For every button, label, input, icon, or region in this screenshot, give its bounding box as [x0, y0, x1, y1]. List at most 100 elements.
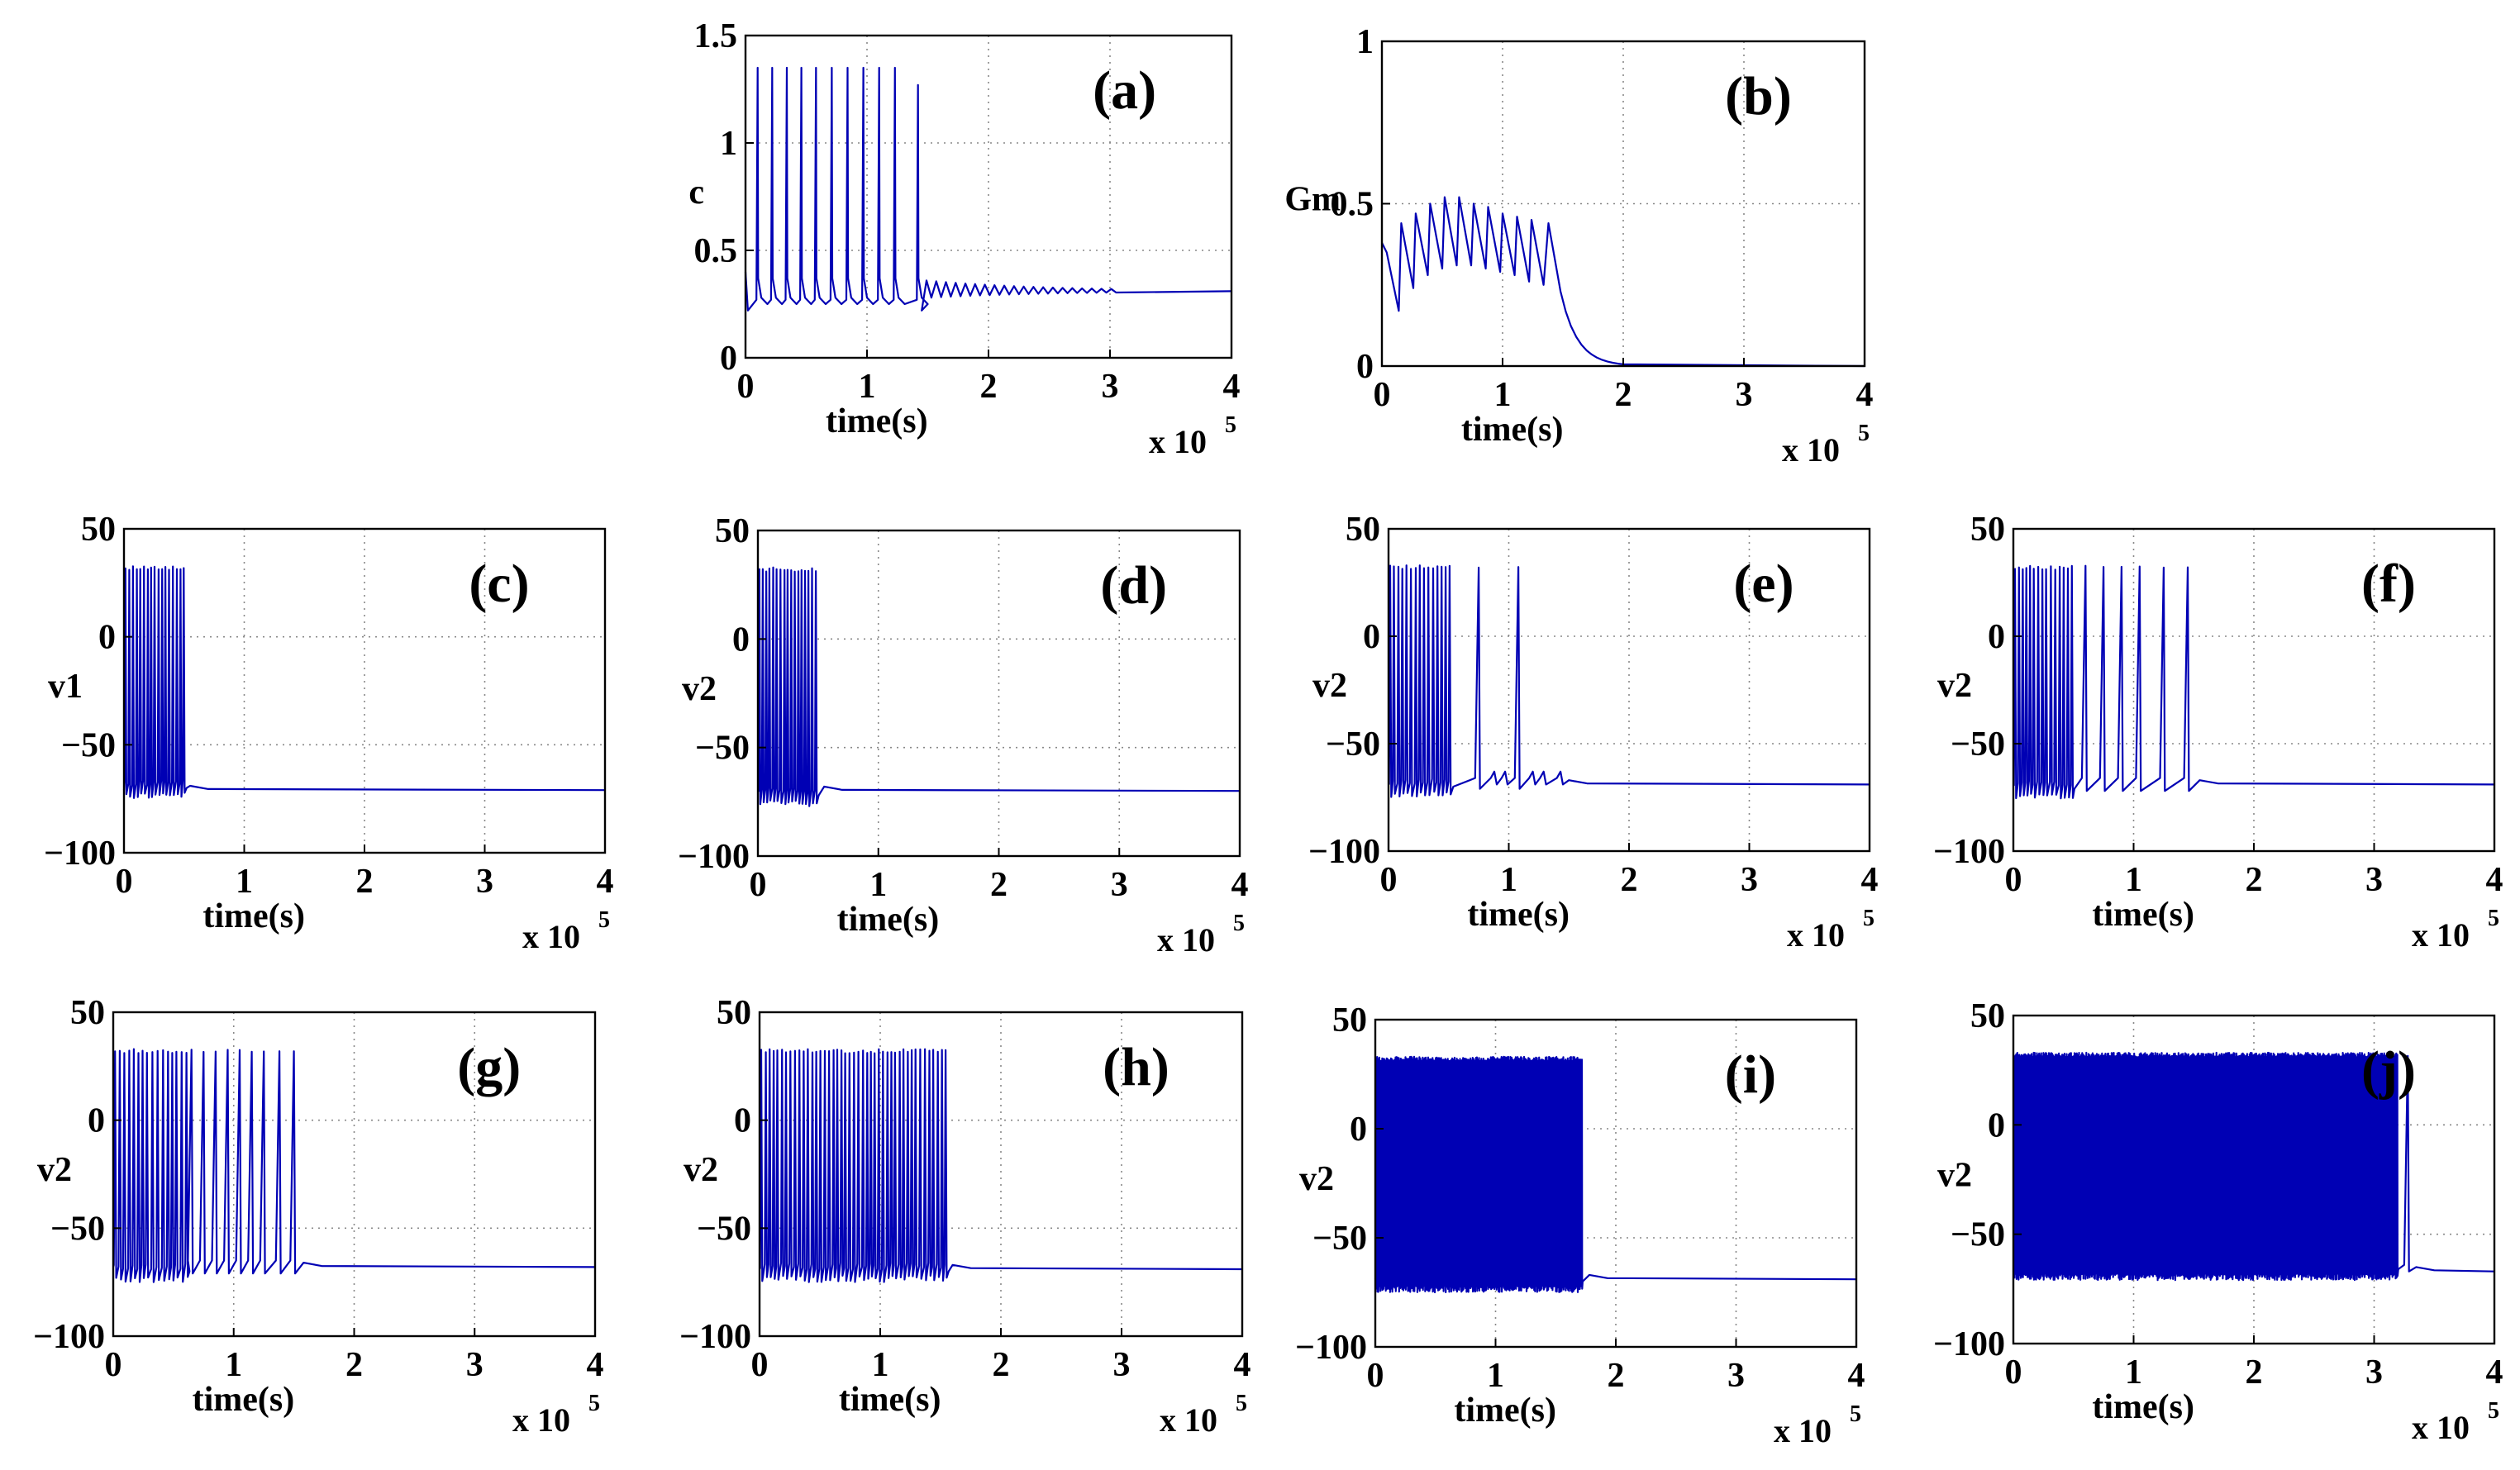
x-axis-label: time(s): [193, 1381, 295, 1419]
x-axis-label: time(s): [837, 901, 940, 939]
x-tick-label: 1: [2125, 861, 2142, 899]
y-tick-label: 1.5: [694, 17, 738, 55]
x-axis-multiplier: x 10: [1774, 1412, 1832, 1449]
x-tick-label: 3: [1113, 1346, 1131, 1384]
x-tick-label: 1: [236, 863, 253, 901]
x-axis-multiplier: x 10: [522, 918, 580, 955]
y-tick-label: 50: [70, 994, 105, 1032]
y-tick-label: 50: [717, 994, 751, 1032]
plot-frame: [744, 34, 1233, 359]
x-tick-label: 3: [1741, 861, 1758, 899]
x-axis-label: time(s): [202, 897, 305, 935]
x-tick-label: 3: [1102, 368, 1119, 406]
y-tick-label: −50: [50, 1210, 105, 1248]
chart-panel-d: 0 1 2 3 4 −100 −50 0 50 time(s) v2 x 10 5 (d): [678, 512, 1248, 959]
panel-label: (c): [469, 554, 529, 614]
chart-panel-a: 0 1 2 3 4 0 0.5 1 1.5 time(s) c x 10 5 (a): [688, 17, 1240, 460]
series-line-h: [759, 1048, 1243, 1283]
y-tick-label: −100: [33, 1318, 105, 1356]
y-tick-label: 0: [1988, 618, 2005, 656]
x-tick-label: 0: [2005, 1353, 2022, 1392]
x-axis-multiplier: x 10: [1149, 423, 1207, 460]
x-tick-label: 4: [587, 1346, 604, 1384]
panel-label: (g): [457, 1037, 521, 1097]
y-tick-label: −100: [1295, 1329, 1367, 1367]
panel-label: (f): [2361, 554, 2416, 614]
x-tick-label: 3: [476, 863, 493, 901]
x-tick-label: 2: [356, 863, 374, 901]
x-tick-label: 4: [2486, 861, 2503, 899]
y-tick-label: 50: [81, 511, 116, 549]
plot-frame: [756, 529, 1241, 858]
x-axis-multiplier: x 10: [512, 1401, 570, 1439]
y-tick-label: −100: [44, 835, 116, 873]
series-line-e: [1388, 564, 1870, 798]
y-tick-label: −100: [1933, 833, 2005, 871]
chart-panel-e: 0 1 2 3 4 −100 −50 0 50 time(s) v2 x 10 5 (e): [1308, 511, 1878, 954]
x-axis-exponent: 5: [2488, 906, 2499, 931]
x-axis-exponent: 5: [1850, 1401, 1861, 1427]
x-tick-label: 4: [1848, 1357, 1865, 1395]
x-tick-label: 3: [2365, 861, 2383, 899]
x-tick-label: 1: [225, 1346, 242, 1384]
series-line-g: [112, 1048, 596, 1283]
panel-label: (e): [1733, 554, 1794, 614]
series-line-d: [757, 566, 1241, 807]
chart-panel-j: 0 1 2 3 4 −100 −50 0 50 time(s) v2 x 10 5 (j): [1933, 997, 2503, 1446]
panel-label: (a): [1093, 60, 1156, 121]
x-tick-label: 0: [105, 1346, 122, 1384]
y-axis-label: v2: [1312, 667, 1347, 705]
x-tick-label: 3: [2365, 1353, 2383, 1392]
x-axis-multiplier: x 10: [2412, 1409, 2470, 1446]
y-tick-label: 0: [720, 340, 737, 378]
x-tick-label: 2: [345, 1346, 363, 1384]
x-axis-exponent: 5: [1858, 421, 1870, 446]
series-line-a: [744, 66, 1232, 312]
chart-panel-c: 0 1 2 3 4 −100 −50 0 50 time(s) v1 x 10 5 (c): [44, 511, 613, 955]
chart-panel-f: 0 1 2 3 4 −100 −50 0 50 time(s) v2 x 10 5 (f): [1933, 511, 2503, 954]
y-tick-label: 0.5: [694, 232, 738, 270]
y-tick-label: 0: [732, 621, 750, 659]
y-tick-label: −100: [679, 1318, 751, 1356]
x-axis-multiplier: x 10: [1782, 431, 1840, 469]
x-axis-label: time(s): [1454, 1392, 1556, 1430]
x-tick-label: 4: [1231, 866, 1249, 904]
x-axis-label: time(s): [2092, 896, 2194, 934]
y-tick-label: 0: [734, 1102, 751, 1140]
x-axis-exponent: 5: [2488, 1398, 2499, 1424]
series-line-b: [1381, 196, 1865, 368]
y-tick-label: −50: [1326, 725, 1380, 764]
y-axis-label: v2: [1299, 1160, 1334, 1198]
x-tick-label: 2: [1608, 1357, 1625, 1395]
panel-label: (b): [1725, 66, 1792, 126]
x-tick-label: 3: [1111, 866, 1128, 904]
x-tick-label: 0: [1380, 861, 1398, 899]
y-axis-label: v2: [37, 1151, 72, 1189]
x-tick-label: 4: [1234, 1346, 1251, 1384]
x-tick-label: 0: [116, 863, 133, 901]
y-tick-label: −50: [1951, 725, 2005, 764]
y-tick-label: 0: [1350, 1111, 1367, 1149]
x-tick-label: 1: [869, 866, 887, 904]
y-axis-label: v2: [1937, 667, 1972, 705]
x-axis-label: time(s): [1467, 896, 1570, 934]
x-tick-label: 2: [993, 1346, 1010, 1384]
x-axis-label: time(s): [1461, 411, 1564, 449]
y-tick-label: −100: [678, 838, 750, 876]
x-axis-exponent: 5: [588, 1391, 600, 1416]
y-axis-label: v2: [682, 670, 717, 708]
x-tick-label: 4: [1861, 861, 1879, 899]
series-line-f: [2013, 564, 2495, 800]
x-tick-label: 1: [1500, 861, 1517, 899]
x-axis-multiplier: x 10: [1160, 1401, 1217, 1439]
x-axis-exponent: 5: [1233, 911, 1245, 936]
y-tick-label: −50: [697, 1210, 751, 1248]
y-tick-label: −100: [1308, 833, 1380, 871]
y-tick-label: 50: [1346, 511, 1380, 549]
x-tick-label: 0: [1367, 1357, 1384, 1395]
y-tick-label: 0: [1988, 1106, 2005, 1144]
x-tick-label: 2: [2246, 861, 2263, 899]
plot-frame: [758, 1011, 1244, 1338]
y-tick-label: 0: [1363, 618, 1380, 656]
